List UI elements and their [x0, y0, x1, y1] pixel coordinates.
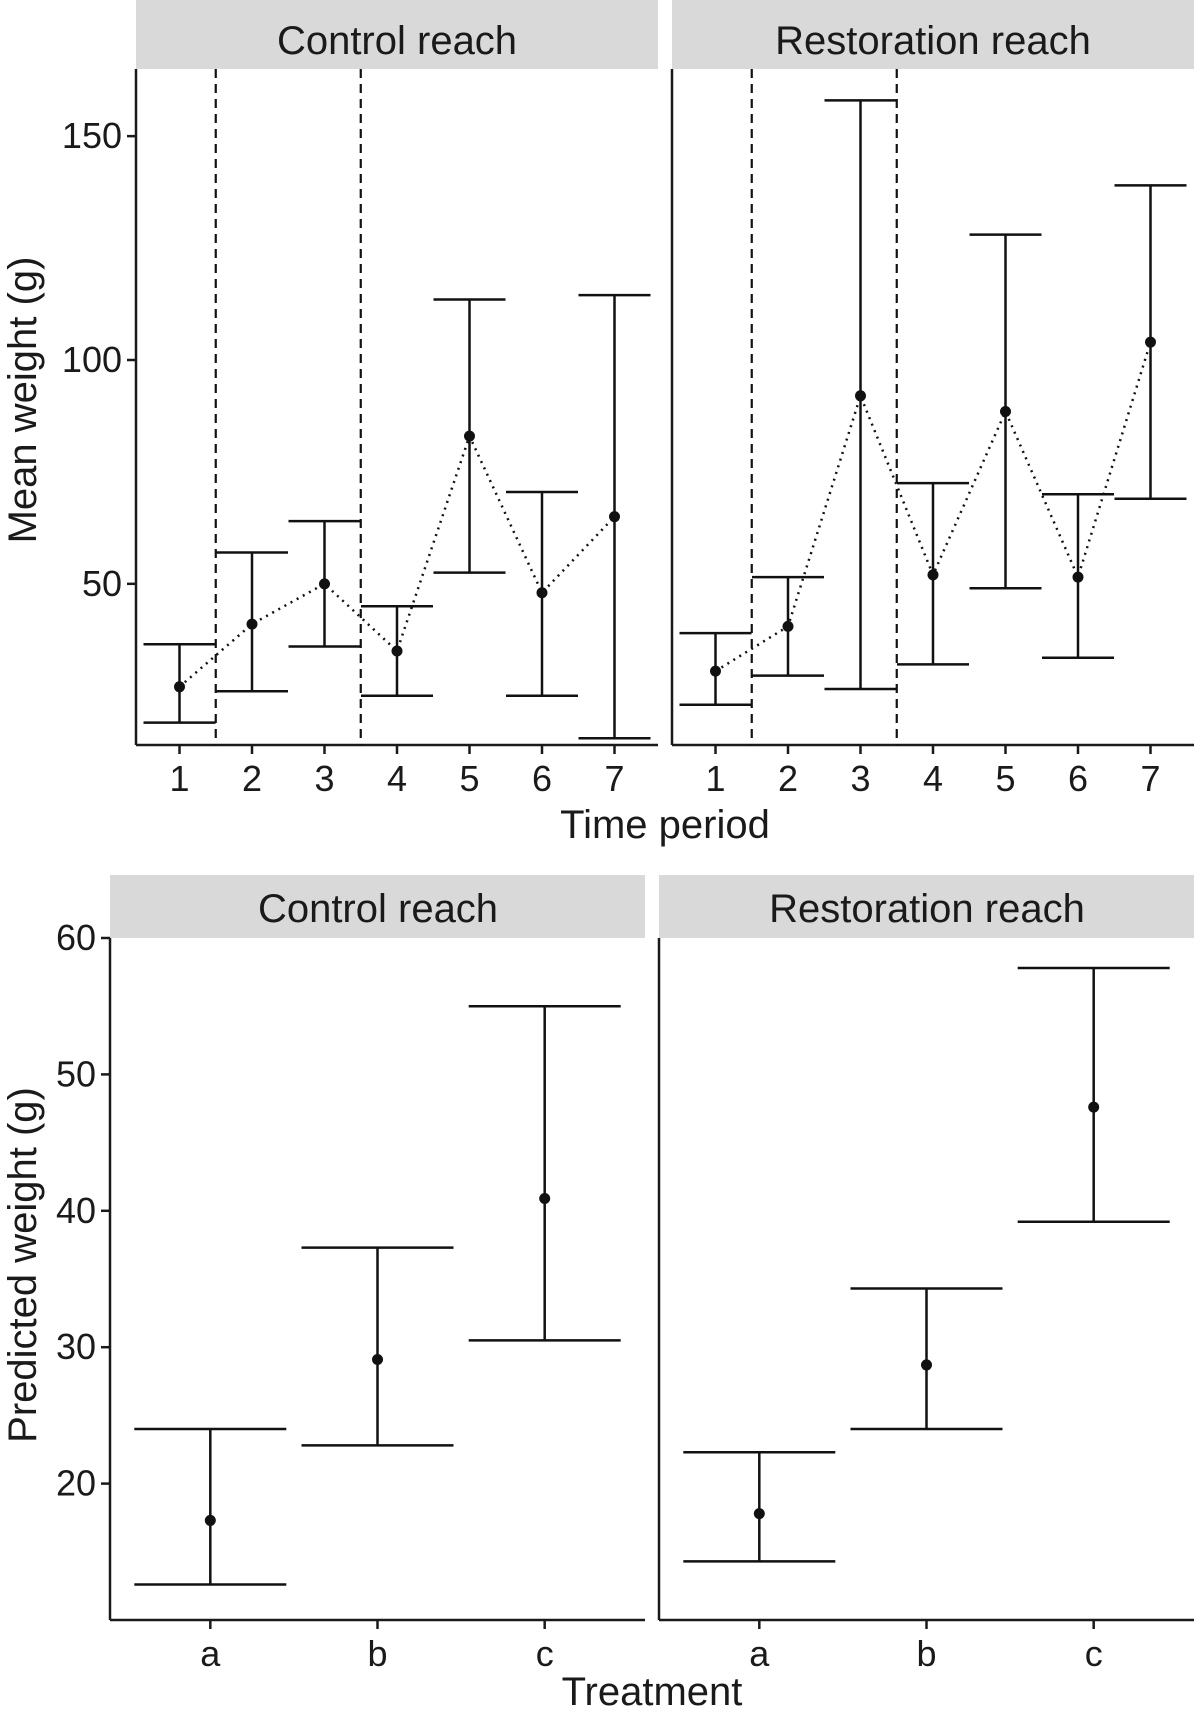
panel-control-reach-top: 1 2 3 4 5 6 7 — [136, 69, 658, 799]
y-axis-title-mean-weight: Mean weight (g) — [1, 257, 45, 544]
data-point — [391, 645, 403, 657]
data-point — [927, 569, 939, 581]
x-tick-label: 6 — [532, 758, 552, 799]
strip-label-control-reach-bottom: Control reach — [258, 887, 498, 931]
error-bar — [134, 1427, 287, 1586]
data-point — [1088, 1101, 1100, 1113]
y-axis-mean-weight: 50 100 150 — [62, 69, 138, 745]
x-tick-label: c — [536, 1633, 554, 1674]
x-axis-title-treatment: Treatment — [562, 1670, 743, 1714]
x-tick-label: 3 — [314, 758, 334, 799]
strip-label-control-reach-top: Control reach — [277, 19, 517, 63]
data-point — [204, 1514, 216, 1526]
x-tick-label: 5 — [995, 758, 1015, 799]
y-tick-label: 50 — [82, 563, 122, 604]
x-tick-label: 4 — [923, 758, 943, 799]
data-point — [464, 430, 475, 442]
x-tick-label: b — [367, 1633, 387, 1674]
x-tick-label: 4 — [387, 758, 407, 799]
x-tick-label: a — [200, 1633, 221, 1674]
x-tick-label: 6 — [1068, 758, 1088, 799]
y-tick-label: 30 — [56, 1326, 96, 1367]
strip-label-restoration-reach-bottom: Restoration reach — [769, 887, 1085, 931]
y-tick-label: 150 — [62, 115, 122, 156]
y-tick-label: 100 — [62, 339, 122, 380]
error-bar — [1017, 966, 1170, 1223]
y-tick-label: 60 — [56, 917, 96, 958]
data-point — [753, 1508, 765, 1520]
data-point — [174, 681, 185, 693]
x-tick-label: 7 — [604, 758, 624, 799]
data-point — [921, 1359, 932, 1371]
x-tick-label: 1 — [705, 758, 725, 799]
strip-control-reach-bottom — [110, 875, 645, 938]
x-tick-label: a — [749, 1633, 770, 1674]
error-bar — [850, 1287, 1003, 1431]
y-axis-predicted-weight: 20 30 40 50 60 — [56, 917, 112, 1620]
x-axis-title-time-period: Time period — [560, 803, 770, 847]
error-bar — [683, 1450, 836, 1563]
x-tick-label: 7 — [1140, 758, 1160, 799]
data-point — [536, 587, 548, 599]
x-tick-label: c — [1085, 1633, 1103, 1674]
panel-restoration-reach-top: 1 2 3 4 5 6 7 — [670, 69, 1194, 799]
y-axis-title-predicted-weight: Predicted weight (g) — [1, 1087, 45, 1443]
x-tick-label: 2 — [778, 758, 798, 799]
data-point — [1000, 405, 1011, 417]
data-point — [782, 620, 794, 632]
x-tick-label: 1 — [169, 758, 189, 799]
panel-restoration-reach-bottom: a b c — [657, 938, 1194, 1674]
data-point — [1145, 336, 1156, 348]
x-tick-label: 5 — [459, 758, 479, 799]
data-point — [539, 1193, 551, 1205]
data-point — [855, 390, 866, 402]
data-point — [1072, 571, 1084, 583]
data-point — [246, 618, 258, 630]
error-bar — [301, 1246, 454, 1447]
error-bar — [468, 1004, 621, 1342]
y-tick-label: 50 — [56, 1053, 96, 1094]
data-point — [372, 1353, 383, 1365]
strip-label-restoration-reach-top: Restoration reach — [775, 19, 1091, 63]
panel-control-reach-bottom: a b c — [110, 1004, 645, 1674]
strip-restoration-reach-top — [672, 0, 1194, 69]
data-point — [609, 511, 620, 523]
strip-restoration-reach-bottom — [659, 875, 1194, 938]
y-tick-label: 20 — [56, 1463, 96, 1504]
x-tick-label: 2 — [242, 758, 262, 799]
data-point — [710, 665, 721, 677]
strip-control-reach-top — [136, 0, 658, 69]
y-tick-label: 40 — [56, 1190, 96, 1231]
x-tick-label: 3 — [850, 758, 870, 799]
x-tick-label: b — [916, 1633, 936, 1674]
data-point — [319, 578, 330, 590]
